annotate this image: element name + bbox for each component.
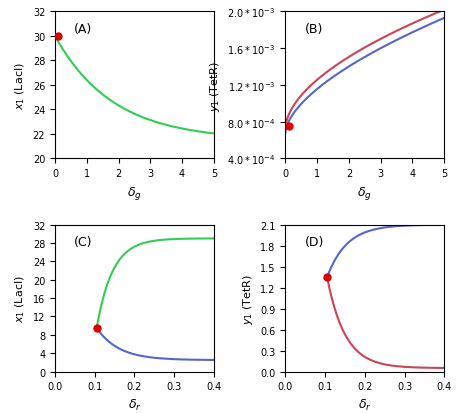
Y-axis label: $y_1$ (TetR): $y_1$ (TetR) xyxy=(241,273,255,324)
X-axis label: $\delta_g$: $\delta_g$ xyxy=(357,184,372,201)
X-axis label: $\delta_r$: $\delta_r$ xyxy=(128,397,141,412)
Y-axis label: $x_1$ (LacI): $x_1$ (LacI) xyxy=(14,275,27,322)
Text: (A): (A) xyxy=(74,23,92,36)
Text: (C): (C) xyxy=(74,235,93,248)
Text: (B): (B) xyxy=(305,23,323,36)
Y-axis label: $x_1$ (LacI): $x_1$ (LacI) xyxy=(14,62,27,109)
Text: (D): (D) xyxy=(305,235,324,248)
X-axis label: $\delta_r$: $\delta_r$ xyxy=(358,397,371,412)
Y-axis label: $y_1$ (TetR): $y_1$ (TetR) xyxy=(208,60,222,111)
X-axis label: $\delta_g$: $\delta_g$ xyxy=(127,184,142,201)
